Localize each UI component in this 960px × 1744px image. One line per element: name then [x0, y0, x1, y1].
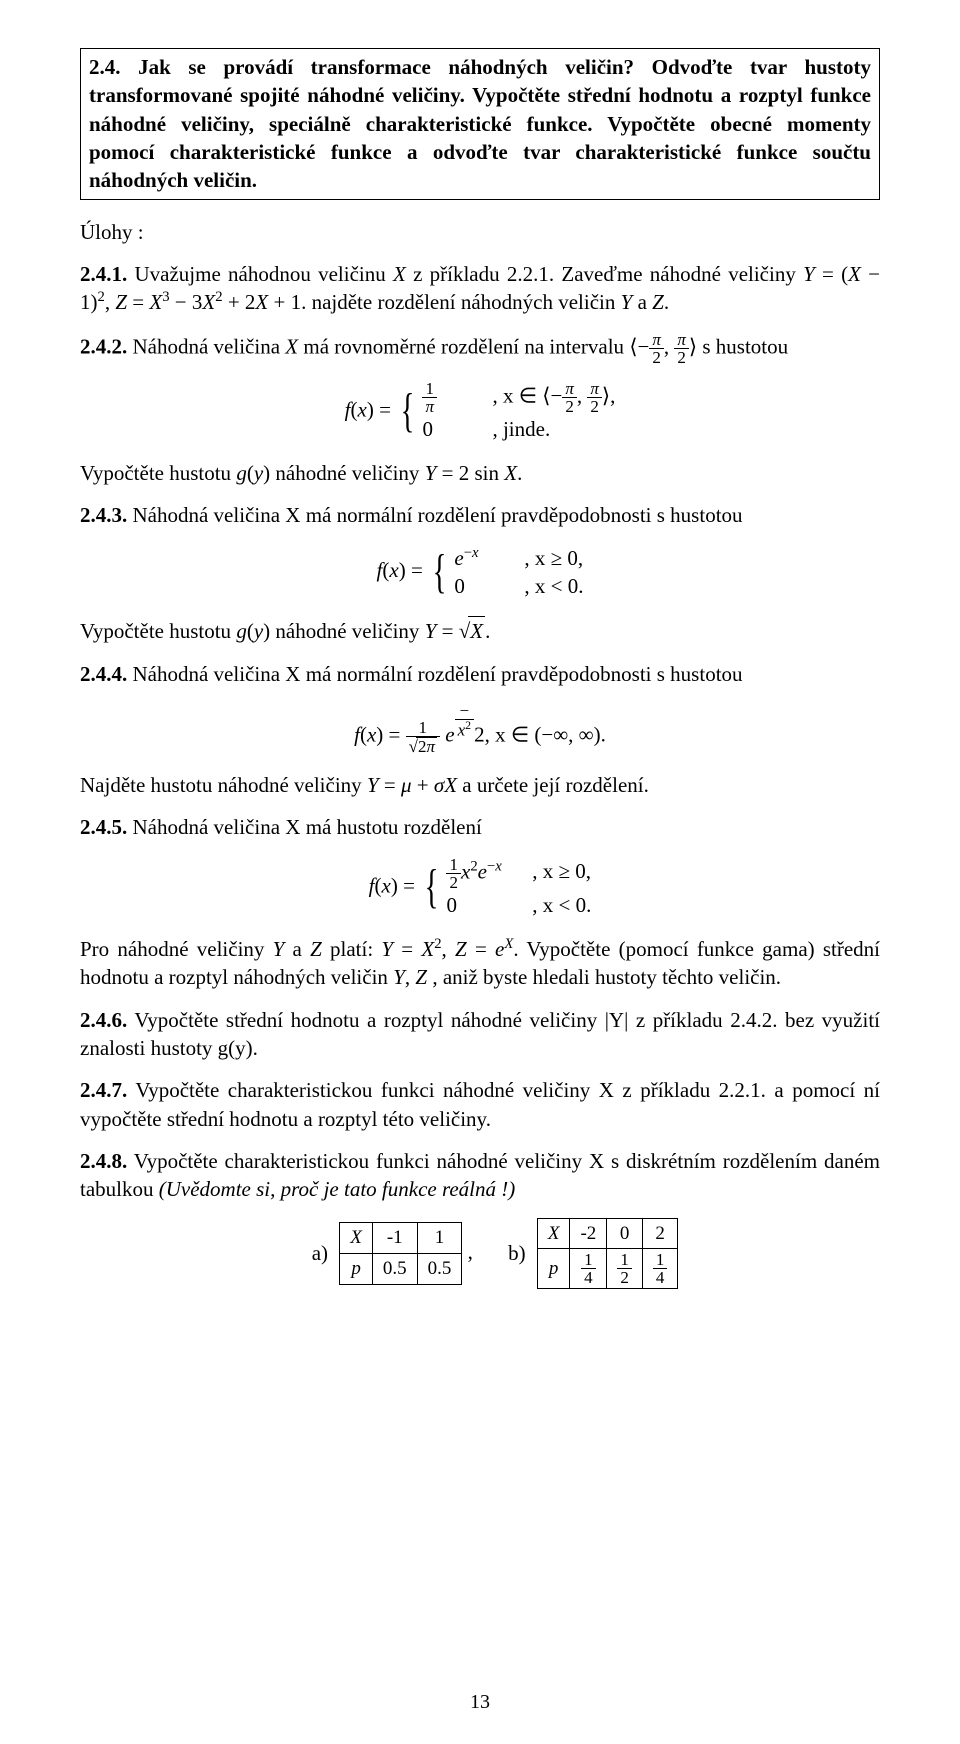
exercise-2-4-1: 2.4.1. Uvažujme náhodnou veličinu X z př…	[80, 260, 880, 317]
exercise-2-4-8: 2.4.8. Vypočtěte charakteristickou funkc…	[80, 1147, 880, 1204]
cell: 0	[607, 1218, 643, 1249]
cell: p	[340, 1254, 373, 1285]
cell: 12	[607, 1249, 643, 1289]
page: 2.4. Jak se provádí transformace náhodný…	[0, 0, 960, 1744]
ex-num: 2.4.5.	[80, 815, 127, 839]
exercise-2-4-4-post: Najděte hustotu náhodné veličiny Y = μ +…	[80, 771, 880, 799]
text: náhodné veličiny	[275, 619, 424, 643]
cell: 1	[417, 1223, 462, 1254]
equation-2-4-3: f(x) = { e−x, x ≥ 0, 0, x < 0.	[80, 544, 880, 601]
table-a-label: a)	[282, 1239, 334, 1267]
exercise-2-4-2: 2.4.2. Náhodná veličina X má rovnoměrné …	[80, 331, 880, 366]
cell: -1	[372, 1223, 417, 1254]
ex-num: 2.4.1.	[80, 262, 127, 286]
ex-num: 2.4.2.	[80, 334, 127, 358]
text: Vypočtěte hustotu	[80, 461, 236, 485]
text: Vypočtěte hustotu	[80, 619, 236, 643]
cell: X	[340, 1223, 373, 1254]
text: Uvažujme náhodnou veličinu	[135, 262, 394, 286]
exercise-2-4-3: 2.4.3. Náhodná veličina X má normální ro…	[80, 501, 880, 529]
text: Náhodná veličina	[133, 334, 286, 358]
ex-num: 2.4.6.	[80, 1008, 127, 1032]
equation-2-4-4: f(x) = 12π e−x22, x ∈ (−∞, ∞).	[80, 702, 880, 755]
cell: X	[537, 1218, 570, 1249]
cell: 14	[570, 1249, 607, 1289]
text: , aniž byste hledali hustoty těchto veli…	[432, 965, 781, 989]
cell: 2	[642, 1218, 678, 1249]
text: platí:	[330, 937, 381, 961]
text: a určete její rozdělení.	[462, 773, 649, 797]
cell: 0.5	[372, 1254, 417, 1285]
text: Náhodná veličina X má hustotu rozdělení	[133, 815, 482, 839]
ex-num: 2.4.7.	[80, 1078, 127, 1102]
text: Vypočtěte střední hodnotu a rozptyl náho…	[80, 1008, 880, 1060]
exercise-2-4-7: 2.4.7. Vypočtěte charakteristickou funkc…	[80, 1076, 880, 1133]
exercise-2-4-6: 2.4.6. Vypočtěte střední hodnotu a rozpt…	[80, 1006, 880, 1063]
cell: p	[537, 1249, 570, 1289]
exercises-label: Úlohy :	[80, 218, 880, 246]
table-b: X -2 0 2 p 14 12 14	[537, 1218, 678, 1290]
tables-row: a) X -1 1 p 0.5 0.5 , b) X -2 0 2 p	[80, 1218, 880, 1290]
exercise-2-4-2-post: Vypočtěte hustotu g(y) náhodné veličiny …	[80, 459, 880, 487]
cell: 0.5	[417, 1254, 462, 1285]
text: najděte rozdělení náhodných veličin	[312, 290, 621, 314]
equation-2-4-2: f(x) = { 1π, x ∈ ⟨−π2, π2⟩, 0, jinde.	[80, 380, 880, 443]
section-box: 2.4. Jak se provádí transformace náhodný…	[80, 48, 880, 200]
cell: 14	[642, 1249, 678, 1289]
text: a	[638, 290, 653, 314]
exercise-2-4-5-post: Pro náhodné veličiny Y a Z platí: Y = X2…	[80, 935, 880, 992]
italic-note: (Uvědomte si, proč je tato funkce reálná…	[159, 1177, 516, 1201]
table-a: X -1 1 p 0.5 0.5	[339, 1222, 462, 1284]
page-number: 13	[0, 1689, 960, 1716]
ex-num: 2.4.3.	[80, 503, 127, 527]
text: s hustotou	[702, 334, 788, 358]
ex-num: 2.4.8.	[80, 1149, 127, 1173]
text: Náhodná veličina X má normální rozdělení…	[133, 662, 743, 686]
text: Vypočtěte charakteristickou funkci náhod…	[80, 1078, 880, 1130]
exercise-2-4-4: 2.4.4. Náhodná veličina X má normální ro…	[80, 660, 880, 688]
exercise-2-4-5: 2.4.5. Náhodná veličina X má hustotu roz…	[80, 813, 880, 841]
cell: -2	[570, 1218, 607, 1249]
equation-2-4-5: f(x) = { 12x2e−x , x ≥ 0, 0 , x < 0.	[80, 856, 880, 919]
text: Náhodná veličina X má normální rozdělení…	[133, 503, 743, 527]
exercise-2-4-3-post: Vypočtěte hustotu g(y) náhodné veličiny …	[80, 616, 880, 645]
comma: ,	[468, 1239, 473, 1263]
text: z příkladu 2.2.1. Zaveďme náhodné veliči…	[413, 262, 803, 286]
text: Pro náhodné veličiny	[80, 937, 273, 961]
table-b-label: b)	[478, 1239, 532, 1267]
text: Najděte hustotu náhodné veličiny	[80, 773, 367, 797]
box-text: 2.4. Jak se provádí transformace náhodný…	[89, 55, 871, 192]
text: náhodné veličiny	[275, 461, 424, 485]
text: má rovnoměrné rozdělení na intervalu	[303, 334, 629, 358]
ex-num: 2.4.4.	[80, 662, 127, 686]
